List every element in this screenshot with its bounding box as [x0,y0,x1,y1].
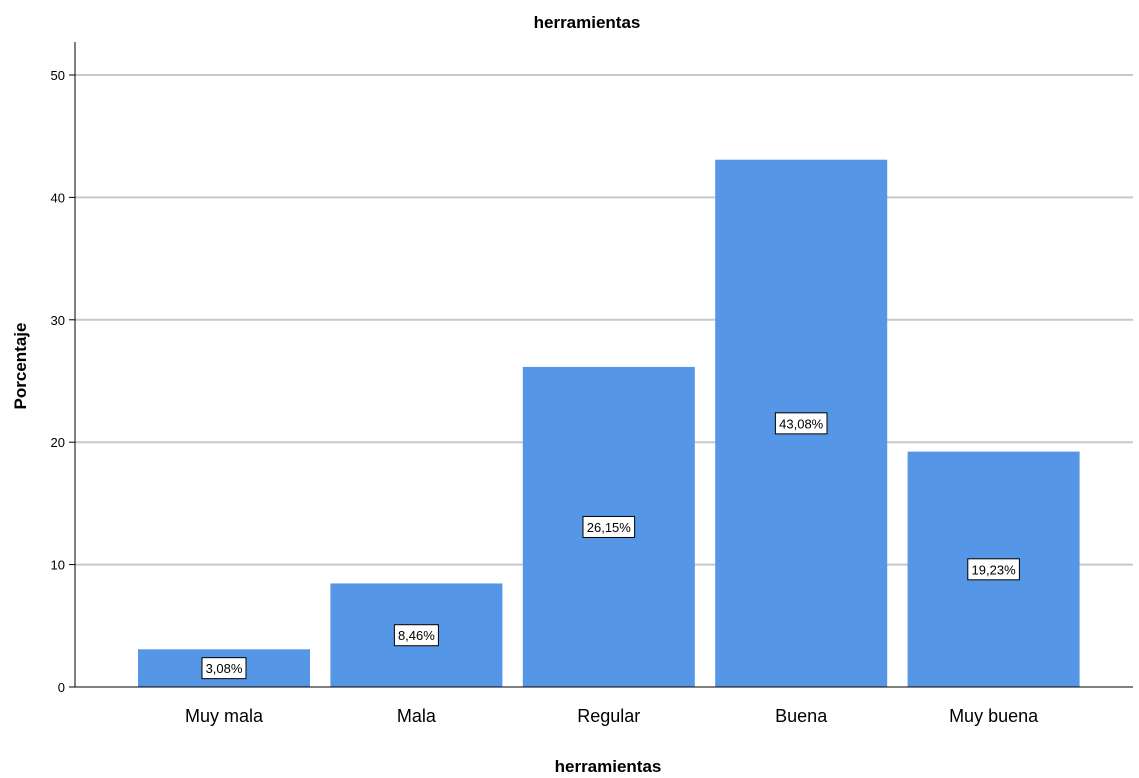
data-label-box [967,558,1020,581]
data-label-box [582,515,636,538]
bars [138,159,1080,687]
data-label-box [201,657,247,680]
data-label: 19,23% [972,562,1017,577]
x-tick-label: Mala [397,706,437,726]
x-tick-label: Muy buena [949,706,1039,726]
x-axis-title: herramientas [555,757,662,776]
data-label: 3,08% [206,661,243,676]
y-tick-label: 50 [51,68,65,83]
x-tick-label: Regular [577,706,640,726]
y-tick-label: 30 [51,313,65,328]
data-label: 8,46% [398,628,435,643]
x-tick-labels: Muy mala Mala Regular Buena Muy buena [185,706,1039,726]
y-axis-title: Porcentaje [11,323,30,410]
data-label-box [393,624,439,647]
x-tick-label: Buena [775,706,828,726]
data-label: 43,08% [779,416,824,431]
data-label-box [774,412,828,435]
x-tick-label: Muy mala [185,706,264,726]
y-tick-label: 10 [51,558,65,573]
y-tick-label: 20 [51,435,65,450]
axes [69,42,1133,688]
data-label: 26,15% [587,520,632,535]
y-tick-label: 40 [51,190,65,205]
y-tick-labels: 0 10 20 30 40 50 [51,68,65,695]
chart-title: herramientas [534,13,641,32]
data-labels: 3,08% 8,46% 26,15% 43,08% 19,23% [201,412,1020,680]
y-tick-label: 0 [58,680,65,695]
